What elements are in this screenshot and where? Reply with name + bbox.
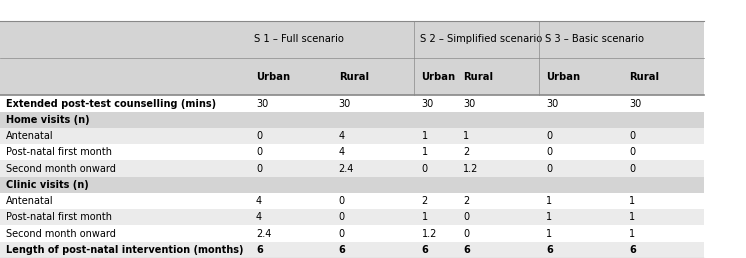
Text: 0: 0 bbox=[463, 212, 469, 222]
Text: 6: 6 bbox=[546, 245, 553, 255]
Text: 0: 0 bbox=[339, 212, 345, 222]
Bar bbox=[0, 128, 704, 144]
Bar bbox=[0, 177, 704, 193]
Text: 2.4: 2.4 bbox=[339, 164, 354, 174]
Bar bbox=[0, 58, 704, 95]
Text: 0: 0 bbox=[546, 164, 552, 174]
Text: 1: 1 bbox=[546, 212, 552, 222]
Bar bbox=[0, 112, 704, 128]
Text: 0: 0 bbox=[629, 147, 635, 157]
Text: Second month onward: Second month onward bbox=[6, 164, 116, 174]
Text: 2.4: 2.4 bbox=[256, 229, 272, 239]
Text: 6: 6 bbox=[463, 245, 470, 255]
Text: 30: 30 bbox=[629, 99, 641, 109]
Text: Urban: Urban bbox=[421, 72, 456, 82]
Text: Rural: Rural bbox=[629, 72, 659, 82]
Text: Urban: Urban bbox=[256, 72, 290, 82]
Text: 2: 2 bbox=[463, 196, 469, 206]
Text: S 1 – Full scenario: S 1 – Full scenario bbox=[254, 34, 344, 44]
Text: 0: 0 bbox=[546, 131, 552, 141]
Text: 0: 0 bbox=[629, 131, 635, 141]
Text: Home visits (n): Home visits (n) bbox=[6, 115, 90, 125]
Text: 1: 1 bbox=[629, 212, 635, 222]
Bar bbox=[0, 225, 704, 242]
Text: 30: 30 bbox=[339, 99, 351, 109]
Text: Length of post-natal intervention (months): Length of post-natal intervention (month… bbox=[6, 245, 243, 255]
Text: 2: 2 bbox=[463, 147, 469, 157]
Text: 30: 30 bbox=[463, 99, 475, 109]
Text: Rural: Rural bbox=[463, 72, 493, 82]
Text: 0: 0 bbox=[256, 164, 262, 174]
Bar bbox=[0, 144, 704, 160]
Text: S 2 – Simplified scenario: S 2 – Simplified scenario bbox=[420, 34, 542, 44]
Text: 1: 1 bbox=[546, 229, 552, 239]
Text: Antenatal: Antenatal bbox=[6, 131, 54, 141]
Text: 4: 4 bbox=[256, 196, 262, 206]
Text: 1: 1 bbox=[463, 131, 469, 141]
Text: 30: 30 bbox=[256, 99, 268, 109]
Text: Extended post-test counselling (mins): Extended post-test counselling (mins) bbox=[6, 99, 216, 109]
Text: 1.2: 1.2 bbox=[421, 229, 437, 239]
Text: 6: 6 bbox=[629, 245, 636, 255]
Bar bbox=[0, 193, 704, 209]
Bar bbox=[0, 95, 704, 112]
Text: 0: 0 bbox=[339, 229, 345, 239]
Text: 2: 2 bbox=[421, 196, 427, 206]
Text: 30: 30 bbox=[421, 99, 433, 109]
Text: Post-natal first month: Post-natal first month bbox=[6, 147, 112, 157]
Text: 0: 0 bbox=[546, 147, 552, 157]
Text: Rural: Rural bbox=[339, 72, 369, 82]
Text: Antenatal: Antenatal bbox=[6, 196, 54, 206]
Text: 4: 4 bbox=[339, 131, 345, 141]
Text: 1: 1 bbox=[421, 147, 427, 157]
Text: 4: 4 bbox=[256, 212, 262, 222]
Text: 6: 6 bbox=[256, 245, 263, 255]
Text: 1.2: 1.2 bbox=[463, 164, 479, 174]
Text: 1: 1 bbox=[629, 229, 635, 239]
Bar bbox=[0, 21, 704, 58]
Text: 1: 1 bbox=[629, 196, 635, 206]
Text: Post-natal first month: Post-natal first month bbox=[6, 212, 112, 222]
Text: 0: 0 bbox=[339, 196, 345, 206]
Bar bbox=[0, 242, 704, 258]
Text: 1: 1 bbox=[421, 131, 427, 141]
Text: 0: 0 bbox=[463, 229, 469, 239]
Text: S 3 – Basic scenario: S 3 – Basic scenario bbox=[545, 34, 644, 44]
Text: 0: 0 bbox=[421, 164, 427, 174]
Text: 4: 4 bbox=[339, 147, 345, 157]
Text: Second month onward: Second month onward bbox=[6, 229, 116, 239]
Text: 1: 1 bbox=[546, 196, 552, 206]
Bar bbox=[0, 209, 704, 225]
Text: Clinic visits (n): Clinic visits (n) bbox=[6, 180, 89, 190]
Bar bbox=[0, 160, 704, 177]
Text: 0: 0 bbox=[256, 147, 262, 157]
Text: 6: 6 bbox=[421, 245, 428, 255]
Bar bbox=[0, 0, 746, 21]
Text: 1: 1 bbox=[421, 212, 427, 222]
Text: Urban: Urban bbox=[546, 72, 580, 82]
Text: 0: 0 bbox=[629, 164, 635, 174]
Text: 30: 30 bbox=[546, 99, 558, 109]
Text: 0: 0 bbox=[256, 131, 262, 141]
Text: 6: 6 bbox=[339, 245, 345, 255]
